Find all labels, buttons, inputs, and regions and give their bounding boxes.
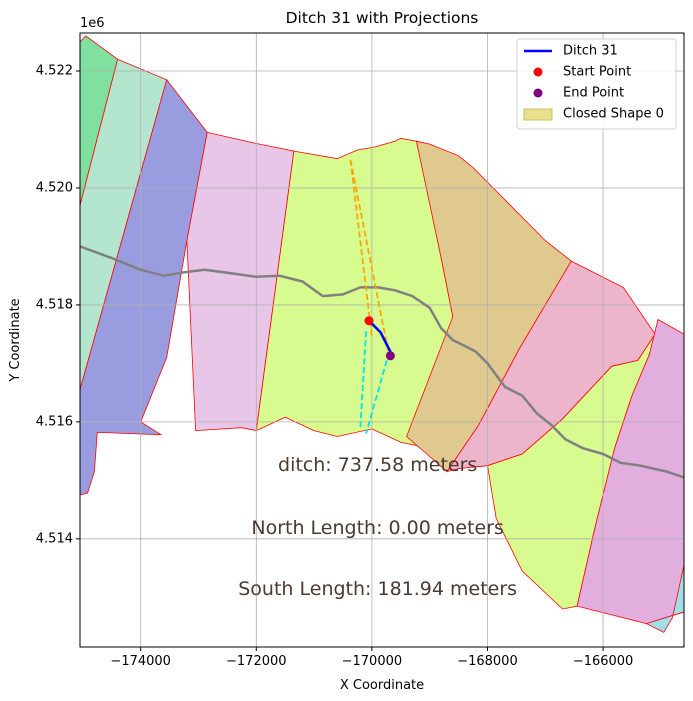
centerline-layer: [80, 245, 684, 479]
x-axis-ticks: −174000 −172000 −170000 −168000 −166000: [110, 647, 633, 669]
x-tick-label: −174000: [110, 654, 171, 669]
y-offset-label: 1e6: [80, 16, 105, 31]
legend-label: Start Point: [563, 65, 631, 80]
annotation-text: North Length: 0.00 meters: [251, 517, 504, 539]
chart-title: Ditch 31 with Projections: [286, 9, 479, 27]
projection-line: [359, 331, 367, 428]
x-tick-label: −168000: [457, 654, 518, 669]
y-tick-label: 4.516: [36, 414, 73, 429]
legend-point-swatch: [533, 67, 543, 77]
legend-point-swatch: [533, 88, 543, 98]
annotation-text: ditch: 737.58 meters: [278, 454, 477, 476]
y-axis-ticks: 4.514 4.516 4.518 4.520 4.522: [36, 64, 80, 546]
annotation-text: South Length: 181.94 meters: [238, 578, 517, 600]
plot-area: ditch: 737.58 meters North Length: 0.00 m…: [79, 32, 685, 648]
centerline: [80, 245, 684, 479]
point-layer: [364, 316, 395, 361]
plot-frame: [79, 32, 685, 648]
parcel-polygon: [80, 78, 208, 496]
projection-line: [365, 351, 391, 434]
y-tick-label: 4.522: [36, 64, 73, 79]
parcel-polygon: [645, 565, 684, 633]
y-axis-label: Y Coordinate: [8, 298, 23, 382]
grid-layer: [80, 33, 684, 647]
ditch-layer: [367, 319, 392, 353]
legend-label: Ditch 31: [563, 44, 618, 59]
parcel-polygon: [80, 35, 119, 206]
end-point-marker: [385, 351, 395, 361]
legend-label: Closed Shape 0: [563, 107, 664, 122]
projection-line: [349, 159, 373, 338]
ditch-line: [367, 319, 392, 353]
annotation-layer: ditch: 737.58 meters North Length: 0.00 m…: [238, 454, 517, 600]
legend: Ditch 31 Start Point End Point Closed Shape…: [516, 38, 677, 130]
start-point-marker: [364, 316, 374, 326]
y-tick-label: 4.520: [36, 180, 73, 195]
y-tick-label: 4.518: [36, 297, 73, 312]
projection-line: [349, 159, 389, 351]
projection-layer: [349, 159, 391, 434]
y-tick-label: 4.514: [36, 531, 73, 546]
x-axis-label: X Coordinate: [340, 678, 424, 693]
legend-label: End Point: [563, 86, 624, 101]
x-tick-label: −172000: [226, 654, 287, 669]
legend-patch-swatch: [523, 108, 553, 121]
x-tick-label: −166000: [573, 654, 634, 669]
legend-box: [516, 38, 677, 130]
x-tick-label: −170000: [342, 654, 403, 669]
